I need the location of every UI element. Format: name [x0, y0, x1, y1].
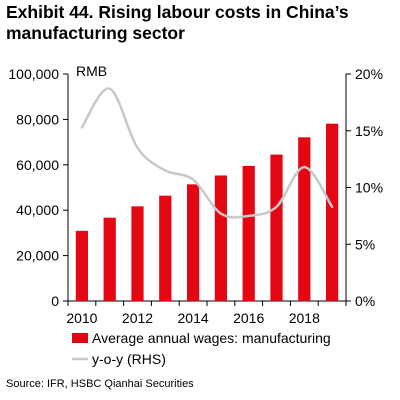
legend-label-wages: Average annual wages: manufacturing	[92, 330, 331, 346]
wage-bar	[103, 217, 116, 301]
left-tick-label: 20,000	[16, 248, 59, 264]
right-tick-label: 5%	[355, 236, 375, 252]
legend-swatch-wages	[72, 333, 88, 343]
left-tick-label: 60,000	[16, 157, 59, 173]
chart-title: Exhibit 44. Rising labour costs in China…	[6, 2, 349, 43]
left-ticks: 0 20,000 40,000 60,000 80,000 100,000	[8, 66, 68, 309]
wage-bar	[242, 165, 255, 301]
wage-bar	[131, 206, 144, 301]
right-tick-label: 10%	[355, 180, 383, 196]
x-tick-label: 2014	[178, 310, 209, 326]
x-tick-label: 2012	[122, 310, 153, 326]
right-tick-label: 15%	[355, 123, 383, 139]
right-ticks: 0% 5% 10% 15% 20%	[346, 66, 383, 309]
wage-bar	[186, 184, 200, 301]
wage-bar	[75, 230, 89, 301]
left-tick-label: 40,000	[16, 202, 59, 218]
x-tick-label: 2016	[233, 310, 264, 326]
left-tick-label: 100,000	[8, 66, 59, 82]
wage-bar	[214, 175, 228, 301]
legend: Average annual wages: manufacturing y-o-…	[72, 330, 331, 367]
x-tick-label: 2018	[289, 310, 320, 326]
right-tick-label: 20%	[355, 66, 383, 82]
x-ticks: 2010 2012 2014 2016 2018	[66, 301, 347, 326]
left-tick-label: 80,000	[16, 111, 59, 127]
wage-bar	[325, 123, 339, 301]
x-tick-label: 2010	[66, 310, 97, 326]
wage-bar	[159, 195, 172, 301]
wage-bar	[298, 137, 311, 301]
yoy-line	[80, 87, 334, 219]
wage-bar	[270, 154, 283, 301]
left-tick-label: 0	[51, 293, 59, 309]
source-note: Source: IFR, HSBC Qianhai Securities	[6, 378, 194, 390]
legend-label-yoy: y-o-y (RHS)	[92, 351, 166, 367]
unit-label: RMB	[76, 63, 107, 79]
right-tick-label: 0%	[355, 293, 375, 309]
wage-bars	[75, 123, 339, 301]
